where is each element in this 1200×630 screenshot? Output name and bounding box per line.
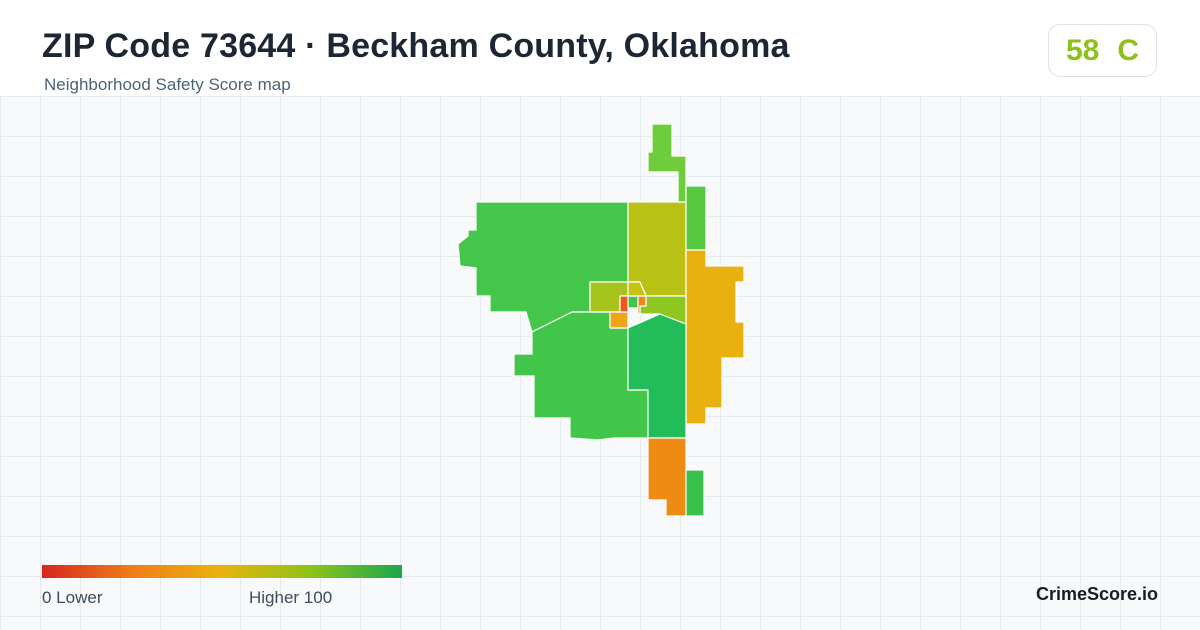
map-region-downtown-core-d[interactable] [627,281,647,297]
legend-gradient-bar [42,565,402,578]
page-subtitle: Neighborhood Safety Score map [44,75,291,94]
legend-max-label: Higher 100 [249,588,333,607]
map-region-east-tract[interactable] [685,249,745,425]
map-region-north-strip-tract[interactable] [647,123,687,203]
map-region-downtown-core-b[interactable] [627,295,639,309]
score-grade: C [1117,33,1140,67]
brand-label[interactable]: CrimeScore.io [1036,584,1159,604]
score-badge: 58 C [1048,24,1157,77]
header [0,0,1200,97]
map-region-southeast-strip-tract[interactable] [685,469,705,517]
score-value: 58 [1065,33,1100,67]
map-region-downtown-core-a[interactable] [619,295,629,313]
legend-min-label: 0 Lower [42,588,103,607]
page-title: ZIP Code 73644 · Beckham County, Oklahom… [42,27,790,65]
map-region-south-tract[interactable] [647,437,687,517]
map-region-downtown-south-tract[interactable] [609,311,629,329]
map-region-east-strip-tract[interactable] [685,185,707,251]
